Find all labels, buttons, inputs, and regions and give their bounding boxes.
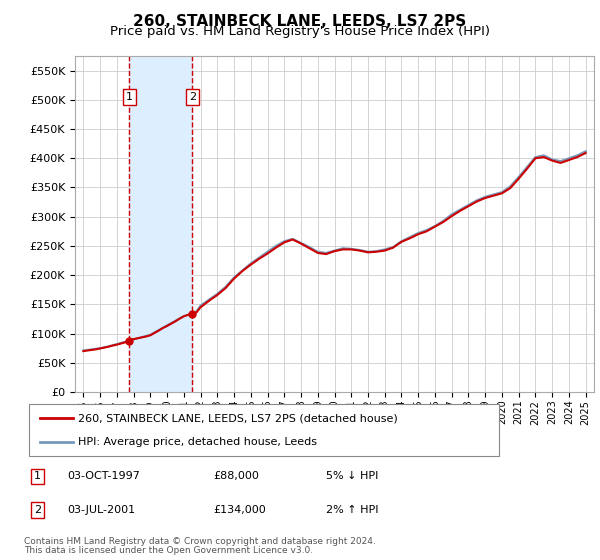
Text: This data is licensed under the Open Government Licence v3.0.: This data is licensed under the Open Gov… <box>24 547 313 556</box>
Text: 260, STAINBECK LANE, LEEDS, LS7 2PS (detached house): 260, STAINBECK LANE, LEEDS, LS7 2PS (det… <box>78 413 398 423</box>
Text: Contains HM Land Registry data © Crown copyright and database right 2024.: Contains HM Land Registry data © Crown c… <box>24 538 376 547</box>
Text: 2: 2 <box>188 92 196 102</box>
Text: 1: 1 <box>126 92 133 102</box>
Text: 260, STAINBECK LANE, LEEDS, LS7 2PS: 260, STAINBECK LANE, LEEDS, LS7 2PS <box>133 14 467 29</box>
Text: £88,000: £88,000 <box>213 472 259 482</box>
Text: £134,000: £134,000 <box>213 505 266 515</box>
Text: 03-JUL-2001: 03-JUL-2001 <box>67 505 136 515</box>
Text: HPI: Average price, detached house, Leeds: HPI: Average price, detached house, Leed… <box>78 436 317 446</box>
Text: 1: 1 <box>34 472 41 482</box>
Text: 5% ↓ HPI: 5% ↓ HPI <box>326 472 379 482</box>
Text: Price paid vs. HM Land Registry's House Price Index (HPI): Price paid vs. HM Land Registry's House … <box>110 25 490 38</box>
Text: 2: 2 <box>34 505 41 515</box>
FancyBboxPatch shape <box>29 404 499 456</box>
Text: 2% ↑ HPI: 2% ↑ HPI <box>326 505 379 515</box>
Text: 03-OCT-1997: 03-OCT-1997 <box>67 472 140 482</box>
Bar <box>130 56 192 392</box>
